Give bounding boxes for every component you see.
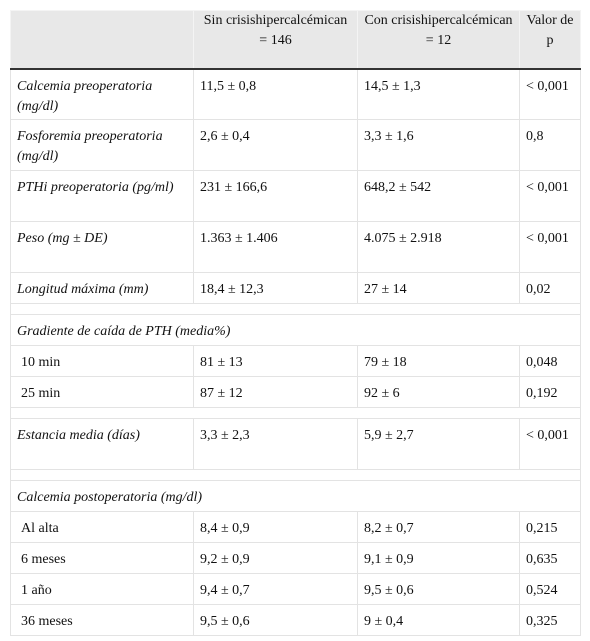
table-row: 1 año 9,4 ± 0,7 9,5 ± 0,6 0,524: [10, 573, 581, 605]
cell: 18,4 ± 12,3: [193, 272, 358, 304]
cell: 0,8: [519, 119, 581, 171]
table-row: PTHi preoperatoria (pg/ml) 231 ± 166,6 648…: [10, 170, 581, 222]
cell: < 0,001: [519, 170, 581, 222]
row-label: Fosforemia preoperatoria (mg/dl): [10, 119, 194, 171]
cell: 0,215: [519, 511, 581, 543]
row-label: 10 min: [10, 345, 194, 377]
header-cell: Valor de p: [519, 10, 581, 70]
cell: 0,325: [519, 604, 581, 636]
table-row: Peso (mg ± DE) 1.363 ± 1.406 4.075 ± 2.918…: [10, 221, 581, 273]
row-label: Al alta: [10, 511, 194, 543]
cell: 79 ± 18: [357, 345, 520, 377]
cell: 92 ± 6: [357, 376, 520, 408]
cell: 0,192: [519, 376, 581, 408]
cell: < 0,001: [519, 418, 581, 470]
cell: 0,048: [519, 345, 581, 377]
section-row: Gradiente de caída de PTH (media%): [10, 314, 581, 346]
header-cell: Con crisishipercalcémican = 12: [357, 10, 520, 70]
row-label: Calcemia preoperatoria (mg/dl): [10, 68, 194, 120]
spacer-row: [10, 469, 581, 481]
cell: 3,3 ± 2,3: [193, 418, 358, 470]
cell: 231 ± 166,6: [193, 170, 358, 222]
cell: 9,2 ± 0,9: [193, 542, 358, 574]
spacer-row: [10, 303, 581, 315]
cell: 8,2 ± 0,7: [357, 511, 520, 543]
table-body: Calcemia preoperatoria (mg/dl) 11,5 ± 0,8…: [10, 68, 581, 636]
cell: 1.363 ± 1.406: [193, 221, 358, 273]
table-row: 25 min 87 ± 12 92 ± 6 0,192: [10, 376, 581, 408]
row-label: 25 min: [10, 376, 194, 408]
row-label: PTHi preoperatoria (pg/ml): [10, 170, 194, 222]
spacer-cell: [10, 407, 581, 419]
header-cell: Sin crisishipercalcémican = 146: [193, 10, 358, 70]
row-label: 1 año: [10, 573, 194, 605]
header-cell: [10, 10, 194, 70]
cell: 27 ± 14: [357, 272, 520, 304]
cell: 4.075 ± 2.918: [357, 221, 520, 273]
spacer-cell: [10, 303, 581, 315]
section-row: Calcemia postoperatoria (mg/dl): [10, 480, 581, 512]
cell: < 0,001: [519, 221, 581, 273]
table-row: 10 min 81 ± 13 79 ± 18 0,048: [10, 345, 581, 377]
row-label: 6 meses: [10, 542, 194, 574]
section-title: Gradiente de caída de PTH (media%): [10, 314, 581, 346]
cell: 648,2 ± 542: [357, 170, 520, 222]
table-row: Al alta 8,4 ± 0,9 8,2 ± 0,7 0,215: [10, 511, 581, 543]
cell: 2,6 ± 0,4: [193, 119, 358, 171]
table-row: Fosforemia preoperatoria (mg/dl) 2,6 ± 0,…: [10, 119, 581, 171]
spacer-row: [10, 407, 581, 419]
cell: 14,5 ± 1,3: [357, 68, 520, 120]
cell: 9,5 ± 0,6: [193, 604, 358, 636]
cell: < 0,001: [519, 68, 581, 120]
row-label: Estancia media (días): [10, 418, 194, 470]
cell: 8,4 ± 0,9: [193, 511, 358, 543]
cell: 81 ± 13: [193, 345, 358, 377]
cell: 9,1 ± 0,9: [357, 542, 520, 574]
table-row: 6 meses 9,2 ± 0,9 9,1 ± 0,9 0,635: [10, 542, 581, 574]
header-row: Sin crisishipercalcémican = 146 Con cris…: [10, 10, 581, 70]
row-label: Longitud máxima (mm): [10, 272, 194, 304]
cell: 9,5 ± 0,6: [357, 573, 520, 605]
cell: 9 ± 0,4: [357, 604, 520, 636]
cell: 5,9 ± 2,7: [357, 418, 520, 470]
row-label: Peso (mg ± DE): [10, 221, 194, 273]
section-title: Calcemia postoperatoria (mg/dl): [10, 480, 581, 512]
table-row: Estancia media (días) 3,3 ± 2,3 5,9 ± 2,7 <…: [10, 418, 581, 470]
cell: 0,02: [519, 272, 581, 304]
cell: 0,635: [519, 542, 581, 574]
cell: 11,5 ± 0,8: [193, 68, 358, 120]
row-label: 36 meses: [10, 604, 194, 636]
cell: 9,4 ± 0,7: [193, 573, 358, 605]
cell: 0,524: [519, 573, 581, 605]
cell: 3,3 ± 1,6: [357, 119, 520, 171]
table-row: 36 meses 9,5 ± 0,6 9 ± 0,4 0,325: [10, 604, 581, 636]
results-table: Sin crisishipercalcémican = 146 Con cris…: [10, 10, 581, 636]
table-row: Longitud máxima (mm) 18,4 ± 12,3 27 ± 14 0,…: [10, 272, 581, 304]
table-row: Calcemia preoperatoria (mg/dl) 11,5 ± 0,8…: [10, 68, 581, 120]
spacer-cell: [10, 469, 581, 481]
cell: 87 ± 12: [193, 376, 358, 408]
